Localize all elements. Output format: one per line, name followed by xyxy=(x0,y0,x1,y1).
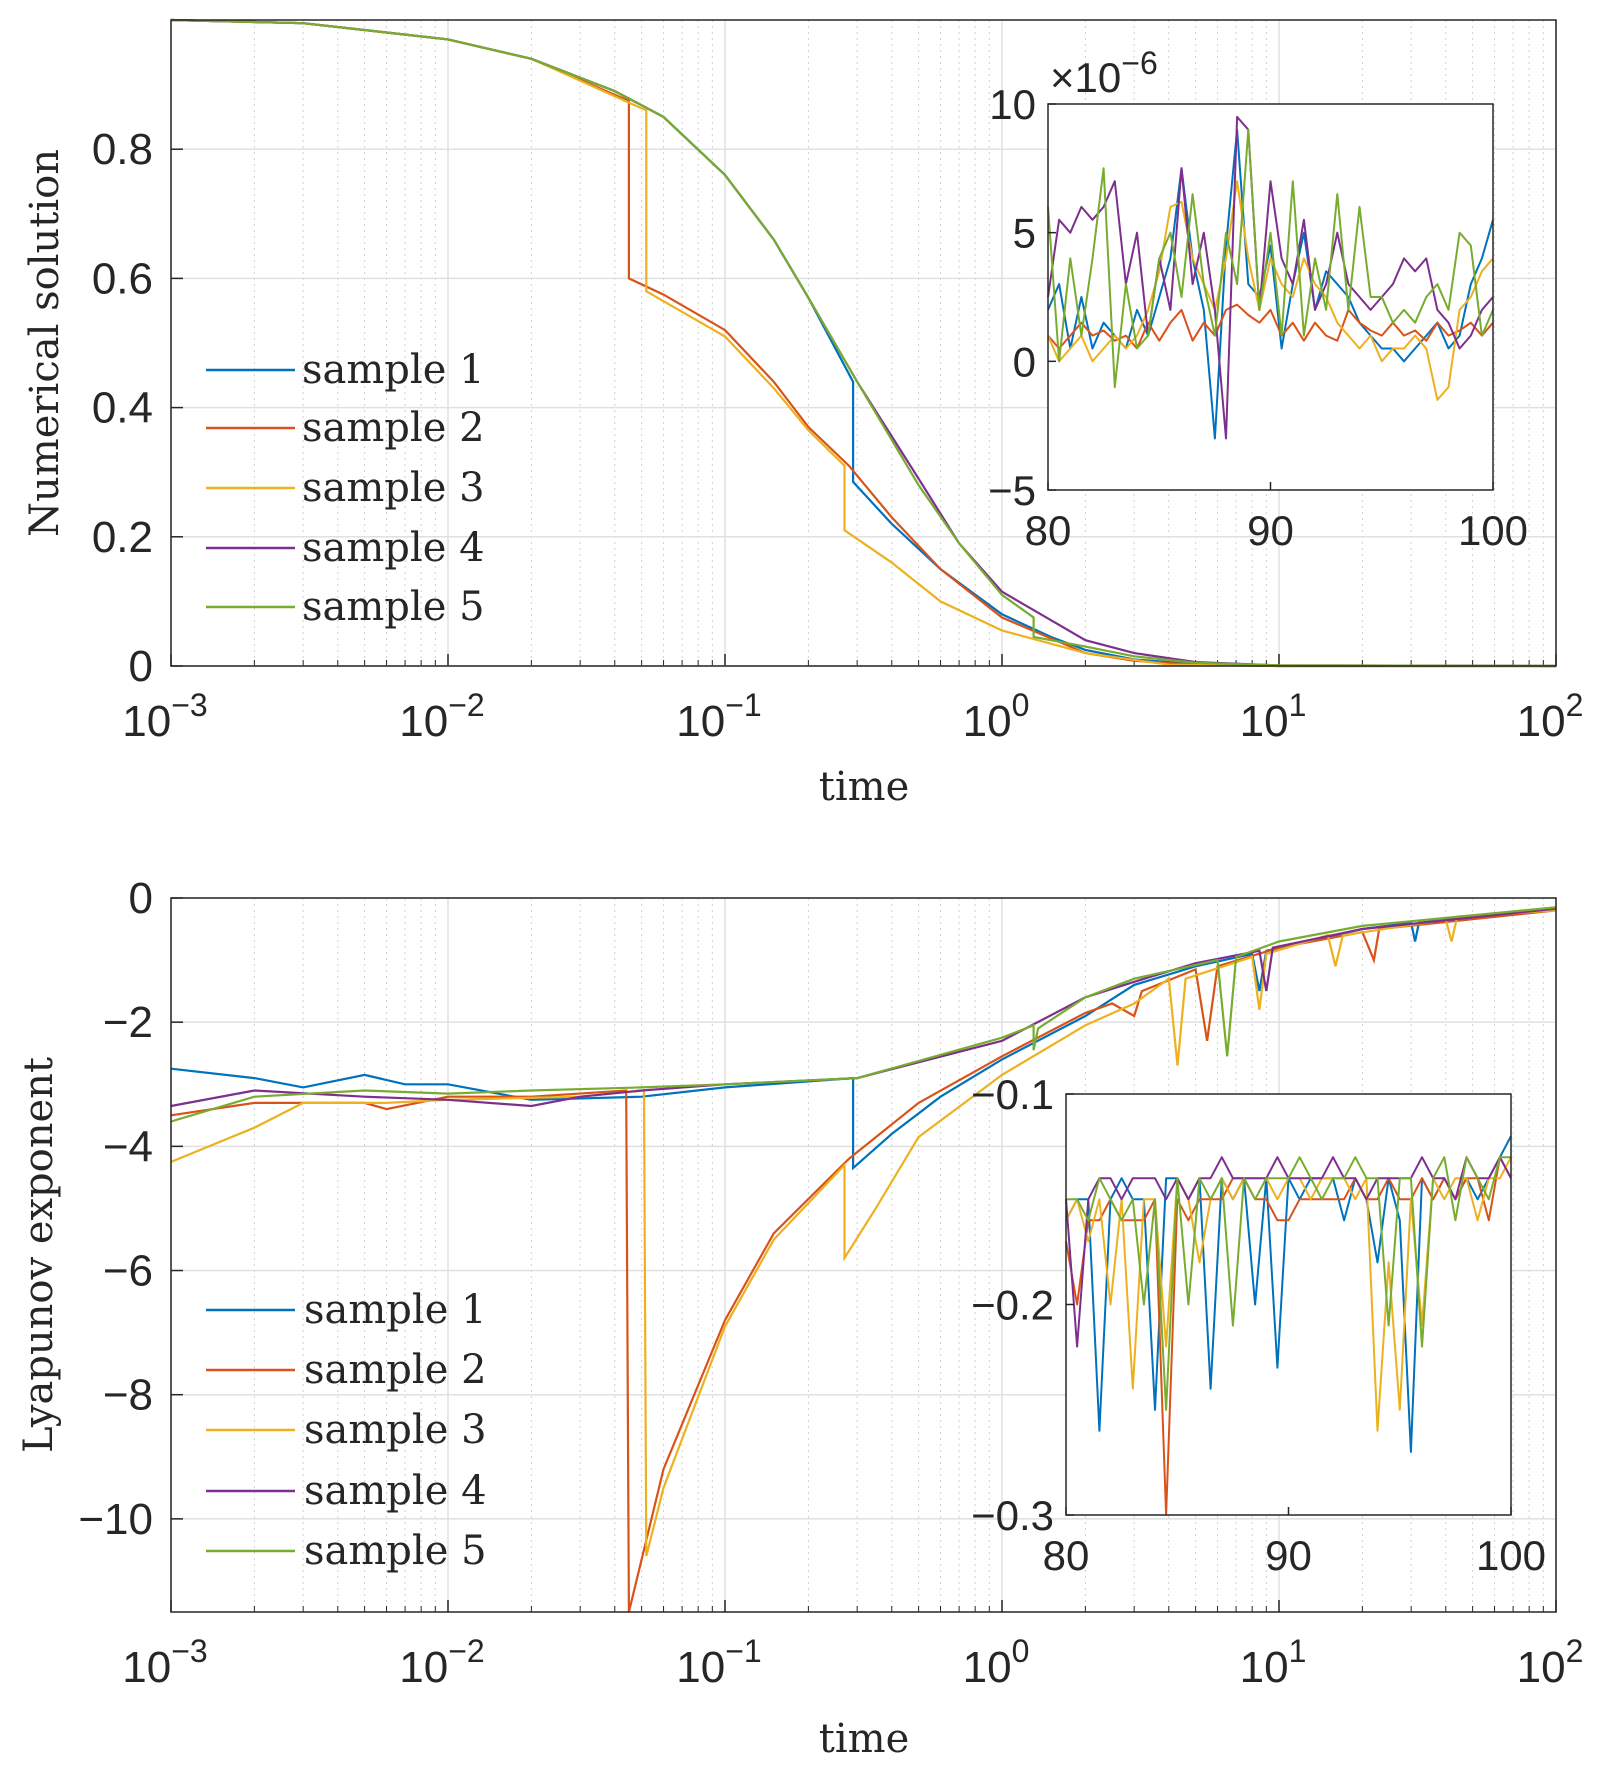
y-tick-label: −2 xyxy=(103,998,153,1047)
numerical-solution-chart: 10−3 10−2 10−1 100 101 10200.20.40.60.8sample… xyxy=(22,18,1584,810)
x-axis-label: time xyxy=(819,1716,909,1762)
inset-series-line-sample-3 xyxy=(1047,180,1494,401)
x-tick-label: 10−1 xyxy=(676,687,761,746)
inset-series-line-sample-2 xyxy=(1047,303,1494,350)
x-tick-label: 10−1 xyxy=(676,1633,761,1692)
axes-box xyxy=(170,897,1557,1613)
legend-label: sample 3 xyxy=(302,465,485,511)
y-tick-label: −4 xyxy=(103,1122,153,1171)
y-tick-label: −8 xyxy=(103,1371,153,1420)
legend-label: sample 2 xyxy=(302,405,485,451)
inset-y-tick-label: −0.2 xyxy=(971,1282,1054,1329)
legend-label: sample 1 xyxy=(304,1287,487,1333)
x-tick-label: 100 xyxy=(963,687,1030,746)
series-line-sample-5 xyxy=(170,18,1557,668)
legend-label: sample 4 xyxy=(302,525,485,571)
inset-x-tick-label: 100 xyxy=(1476,1532,1546,1579)
legend-label: sample 3 xyxy=(304,1407,487,1453)
inset-y-tick-label: 10 xyxy=(989,81,1036,128)
inset-exponent-label: ×10−6 xyxy=(1050,45,1158,101)
x-tick-label: 10−3 xyxy=(122,1633,207,1692)
x-tick-label: 10−3 xyxy=(122,687,207,746)
legend-label: sample 5 xyxy=(302,584,485,630)
x-tick-label: 102 xyxy=(1517,1633,1584,1692)
legend-label: sample 2 xyxy=(304,1347,487,1393)
y-tick-label: 0.8 xyxy=(92,125,153,174)
inset-y-tick-label: −0.3 xyxy=(971,1492,1054,1539)
lyapunov-exponent-chart: 10−3 10−2 10−1 100 101 102 0 −2 −4 −6 −8 −10 sample … xyxy=(16,874,1583,1762)
series-line-sample-5 xyxy=(170,906,1557,1123)
y-tick-label: 0.6 xyxy=(92,254,153,303)
inset-y-tick-label: −5 xyxy=(988,467,1036,514)
y-axis-label: Lyapunov exponent xyxy=(16,1057,62,1453)
inset-y-tick-label: −0.1 xyxy=(971,1071,1054,1118)
inset-series-line-sample-5 xyxy=(1047,128,1494,389)
x-axis-label: time xyxy=(819,764,909,810)
y-tick-label: −10 xyxy=(78,1495,153,1544)
x-tick-label: 10−2 xyxy=(399,1633,484,1692)
inset-series-line-sample-5 xyxy=(1066,1156,1511,1411)
y-tick-label: 0 xyxy=(129,874,153,923)
x-tick-label: 100 xyxy=(963,1633,1030,1692)
y-tick-label: −6 xyxy=(103,1247,153,1296)
inset-x-tick-label: 90 xyxy=(1247,507,1294,554)
inset-area xyxy=(1066,1094,1511,1515)
legend-label: sample 1 xyxy=(302,347,485,393)
y-tick-label: 0.2 xyxy=(92,513,153,562)
y-tick-label: 0 xyxy=(129,642,153,691)
inset-area xyxy=(1048,104,1493,490)
inset-y-tick-label: 5 xyxy=(1013,210,1036,257)
inset-x-tick-label: 80 xyxy=(1043,1532,1090,1579)
series-line-sample-2 xyxy=(170,909,1557,1613)
x-tick-label: 102 xyxy=(1517,687,1584,746)
inset-x-tick-label: 80 xyxy=(1025,507,1072,554)
series-line-sample-4 xyxy=(170,907,1557,1108)
x-tick-label: 101 xyxy=(1240,1633,1307,1692)
inset-series-line-sample-4 xyxy=(1047,115,1494,440)
inset-y-tick-label: 0 xyxy=(1013,338,1036,385)
y-axis-label: Numerical solution xyxy=(22,149,68,537)
inset-plot: 80 90 100 −5 0 5 10 ×10−6 xyxy=(988,45,1528,554)
inset-series-line-sample-2 xyxy=(1065,1156,1512,1516)
inset-x-tick-label: 100 xyxy=(1458,507,1528,554)
axes-box xyxy=(170,19,1557,667)
inset-plot: 80 90 100 −0.3 −0.2 −0.1 xyxy=(971,1071,1546,1579)
legend-label: sample 5 xyxy=(304,1528,487,1574)
inset-x-tick-label: 90 xyxy=(1265,1532,1312,1579)
legend-label: sample 4 xyxy=(304,1468,487,1514)
y-tick-label: 0.4 xyxy=(92,384,153,433)
x-tick-label: 101 xyxy=(1240,687,1307,746)
x-tick-label: 10−2 xyxy=(399,687,484,746)
